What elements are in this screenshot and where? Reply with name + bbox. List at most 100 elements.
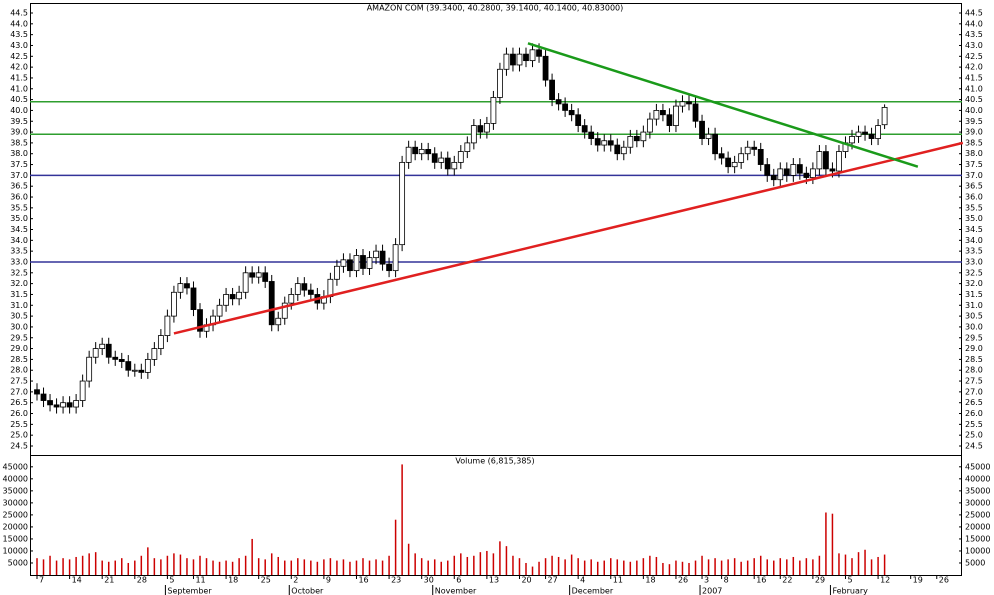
candle-body bbox=[881, 106, 888, 126]
volume-bar bbox=[179, 554, 182, 575]
candle-body bbox=[366, 257, 373, 269]
candle-body bbox=[868, 133, 875, 139]
volume-bar bbox=[121, 558, 123, 575]
candle-body bbox=[340, 259, 347, 267]
volume-bar bbox=[831, 513, 834, 575]
candle-body bbox=[347, 259, 353, 272]
candle-body bbox=[770, 174, 777, 181]
x-tick-label: 29 bbox=[815, 576, 825, 585]
candle-body bbox=[60, 402, 66, 408]
candle-body bbox=[497, 68, 503, 98]
y-tick-label: 5000 bbox=[8, 558, 28, 567]
volume-bar bbox=[720, 560, 723, 575]
x-tick-label: 26 bbox=[939, 576, 949, 585]
candle-body bbox=[705, 133, 712, 139]
y-tick-label-right: 28.0 bbox=[965, 366, 983, 375]
volume-bar bbox=[114, 560, 116, 575]
candle-body bbox=[796, 164, 803, 174]
candle-body bbox=[281, 302, 288, 319]
y-tick-label-right: 39.0 bbox=[965, 128, 983, 137]
volume-bar bbox=[636, 560, 638, 575]
y-tick-label-right: 43.5 bbox=[965, 30, 983, 39]
candle-body bbox=[255, 272, 262, 278]
x-tick-label: 5 bbox=[169, 576, 174, 585]
volume-bar bbox=[88, 553, 90, 575]
candle-body bbox=[112, 356, 119, 360]
volume-bar bbox=[759, 555, 762, 575]
volume-bar bbox=[297, 558, 299, 575]
y-tick-label: 28.5 bbox=[10, 355, 28, 364]
candle-body bbox=[699, 120, 705, 139]
y-tick-label: 35000 bbox=[3, 486, 28, 495]
volume-bar bbox=[792, 556, 795, 575]
candle-body bbox=[229, 294, 236, 300]
y-tick-label: 32.0 bbox=[10, 279, 28, 288]
volume-bar bbox=[525, 562, 527, 575]
volume-bar bbox=[544, 558, 547, 575]
candle-body bbox=[549, 79, 555, 100]
y-tick-label-right: 36.0 bbox=[965, 193, 983, 202]
y-tick-label-right: 33.5 bbox=[965, 247, 983, 256]
trend-line bbox=[173, 141, 964, 335]
volume-bar bbox=[805, 558, 808, 575]
month-label: February bbox=[832, 587, 868, 595]
volume-bar bbox=[401, 464, 403, 575]
volume-bar bbox=[173, 553, 175, 575]
volume-bar bbox=[447, 560, 449, 575]
y-tick-label-right: 28.5 bbox=[965, 355, 983, 364]
volume-bar bbox=[779, 558, 782, 575]
y-tick-label-right: 34.5 bbox=[965, 225, 983, 234]
volume-bar bbox=[733, 558, 736, 575]
volume-bar bbox=[479, 552, 482, 575]
volume-bar bbox=[160, 559, 162, 575]
volume-bar bbox=[773, 560, 775, 575]
y-tick-label: 40.0 bbox=[10, 106, 28, 115]
y-tick-label-right: 40000 bbox=[965, 474, 990, 483]
month-label: December bbox=[572, 587, 614, 595]
y-tick-label: 39.5 bbox=[10, 117, 28, 126]
y-tick-label: 27.0 bbox=[10, 387, 28, 396]
volume-bar bbox=[577, 558, 579, 575]
y-tick-label-right: 30.0 bbox=[965, 322, 983, 331]
candle-body bbox=[405, 146, 412, 163]
candle-body bbox=[686, 101, 692, 105]
y-tick-label-right: 25000 bbox=[965, 510, 990, 519]
candle-body bbox=[275, 317, 282, 326]
y-tick-label-right: 44.5 bbox=[965, 9, 983, 18]
month-label: October bbox=[291, 587, 324, 595]
candle-body bbox=[483, 123, 490, 133]
volume-bar bbox=[277, 556, 279, 575]
candle-body bbox=[412, 146, 419, 155]
candle-body bbox=[197, 309, 203, 332]
x-tick-label: 8 bbox=[724, 576, 729, 585]
candle-body bbox=[809, 168, 816, 178]
y-tick-label: 28.0 bbox=[10, 366, 28, 375]
y-tick-label: 31.5 bbox=[10, 290, 28, 299]
y-tick-label: 26.0 bbox=[10, 409, 28, 418]
y-tick-label-right: 35.0 bbox=[965, 214, 983, 223]
x-tick-label: 12 bbox=[880, 576, 890, 585]
candle-body bbox=[399, 161, 406, 246]
candle-body bbox=[118, 358, 125, 362]
y-tick-label: 33.0 bbox=[10, 257, 28, 266]
volume-bar bbox=[186, 558, 188, 575]
candle-body bbox=[379, 250, 386, 265]
candle-body bbox=[66, 402, 73, 408]
volume-bar bbox=[825, 512, 827, 575]
candle-body bbox=[151, 348, 158, 360]
candle-body bbox=[660, 110, 666, 116]
y-tick-label-right: 5000 bbox=[965, 558, 985, 567]
y-tick-label: 45000 bbox=[3, 462, 28, 471]
candle-body bbox=[144, 358, 151, 373]
volume-title: Volume (6,815,385) bbox=[455, 457, 534, 466]
volume-bar bbox=[316, 561, 319, 575]
y-tick-label: 43.5 bbox=[10, 30, 28, 39]
volume-bar bbox=[349, 561, 351, 575]
y-tick-label-right: 26.0 bbox=[965, 409, 983, 418]
volume-bar bbox=[531, 566, 534, 575]
volume-bar bbox=[583, 560, 586, 575]
volume-bar bbox=[251, 538, 253, 575]
y-tick-label-right: 31.0 bbox=[965, 301, 983, 310]
volume-bar bbox=[727, 559, 729, 575]
candle-body bbox=[777, 168, 784, 181]
